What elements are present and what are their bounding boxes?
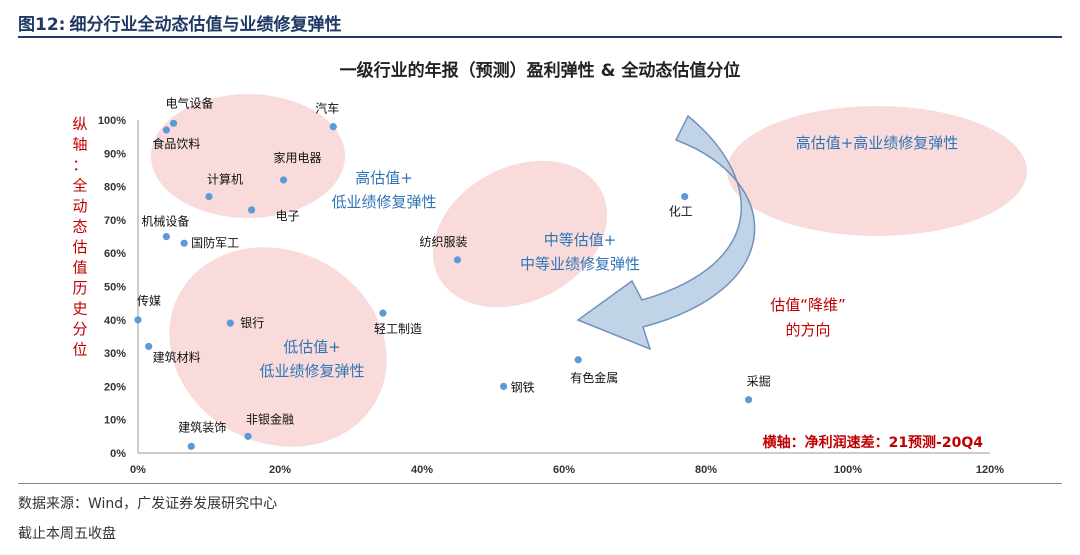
- figure-title: 图12: 细分行业全动态估值与业绩修复弹性: [18, 10, 341, 35]
- ellipse-low-low: [169, 247, 387, 447]
- data-point-label: 化工: [669, 205, 693, 219]
- data-point-label: 国防军工: [191, 235, 239, 250]
- data-point: [745, 396, 753, 404]
- data-point-label: 机械设备: [141, 214, 189, 229]
- data-point-label: 传媒: [137, 293, 161, 308]
- data-point-label: 电子: [276, 209, 300, 223]
- annotation-direction-1: 估值“降维”: [770, 296, 846, 314]
- y-axis-label-char: 估: [72, 238, 87, 256]
- data-point: [169, 119, 178, 127]
- data-point-label: 有色金属: [570, 370, 618, 385]
- data-point: [180, 239, 188, 247]
- y-axis-label-char: 轴: [72, 136, 87, 154]
- y-tick-label: 100%: [98, 115, 126, 127]
- ellipse-layer: [151, 94, 1027, 447]
- direction-arrow: [576, 114, 756, 351]
- data-point-label: 银行: [240, 316, 264, 330]
- data-point: [187, 442, 195, 450]
- y-tick-label: 0%: [110, 448, 126, 460]
- annotation-direction-2: 的方向: [785, 321, 830, 339]
- figure-number: 图12:: [18, 15, 66, 35]
- x-tick-label: 120%: [976, 464, 1004, 476]
- data-point: [279, 176, 288, 184]
- ellipse-high-high: [727, 106, 1027, 236]
- y-axis-label-char: 位: [72, 341, 87, 359]
- data-point: [500, 382, 508, 390]
- data-point: [244, 432, 252, 440]
- figure-title-text: 细分行业全动态估值与业绩修复弹性: [69, 15, 342, 35]
- scatter-chart: 一级行业的年报（预测）盈利弹性 & 全动态估值分位 0% 10% 20% 30% 40%…: [72, 60, 1027, 476]
- y-tick-label: 40%: [104, 315, 126, 327]
- data-point: [453, 256, 462, 264]
- x-tick-label: 20%: [269, 464, 291, 476]
- y-tick-labels: 0% 10% 20% 30% 40% 50% 60% 70% 80% 90% 100%: [98, 115, 126, 460]
- y-tick-label: 10%: [104, 415, 126, 427]
- x-tick-labels: 0% 20% 40% 60% 80% 100% 120%: [130, 464, 1004, 476]
- data-source: 数据来源：Wind，广发证券发展研究中心: [18, 496, 278, 512]
- x-tick-label: 60%: [553, 464, 575, 476]
- y-tick-label: 80%: [104, 182, 126, 194]
- data-point-label: 电气设备: [166, 95, 214, 110]
- data-point-label: 建筑装饰: [178, 419, 226, 434]
- chart-title: 一级行业的年报（预测）盈利弹性 & 全动态估值分位: [340, 60, 741, 81]
- data-point: [329, 123, 337, 131]
- data-point: [162, 126, 170, 134]
- data-point: [145, 342, 153, 351]
- y-axis-label-char: 分: [72, 320, 87, 338]
- y-tick-label: 20%: [104, 381, 126, 393]
- y-tick-label: 50%: [104, 282, 126, 294]
- y-axis-label-char: 历: [72, 279, 87, 297]
- y-axis-label-char: 动: [72, 197, 87, 215]
- x-tick-label: 80%: [695, 464, 717, 476]
- annotation-low-low-2: 低业绩修复弹性: [259, 362, 364, 380]
- data-point-label: 采掘: [747, 374, 771, 389]
- data-point-label: 食品饮料: [152, 136, 200, 151]
- annotation-high-low-2: 低业绩修复弹性: [331, 193, 436, 211]
- y-tick-label: 30%: [104, 348, 126, 360]
- annotation-mid-2: 中等业绩修复弹性: [520, 255, 640, 273]
- data-point-label: 纺织服装: [420, 235, 468, 249]
- data-point-label: 非银金融: [246, 411, 294, 426]
- x-tick-label: 100%: [834, 464, 862, 476]
- data-point: [205, 192, 213, 201]
- data-point: [134, 316, 142, 324]
- data-point: [162, 232, 170, 241]
- cutoff-note: 截止本周五收盘: [18, 526, 116, 542]
- y-axis-label-char: ：: [72, 156, 87, 174]
- annotation-low-low-1: 低估值+: [283, 338, 341, 356]
- ellipse-high-low: [151, 94, 345, 218]
- data-point: [574, 356, 582, 364]
- annotation-mid-1: 中等估值+: [544, 231, 617, 249]
- y-axis-label-char: 史: [72, 300, 87, 318]
- data-point: [226, 319, 234, 327]
- data-point-label: 建筑材料: [153, 349, 201, 364]
- y-tick-label: 70%: [104, 215, 126, 227]
- x-axis-label: 横轴：净利润速差：21预测-20Q4: [763, 434, 984, 451]
- y-axis-label-char: 值: [72, 259, 87, 277]
- bottom-divider: [18, 483, 1062, 484]
- annotation-high-high: 高估值+高业绩修复弹性: [796, 134, 959, 152]
- annotation-high-low-1: 高估值+: [355, 169, 413, 187]
- top-divider: [18, 36, 1062, 38]
- data-point: [681, 192, 689, 201]
- data-point-label: 家用电器: [274, 150, 322, 165]
- y-axis-label-char: 全: [72, 177, 87, 195]
- y-axis-label-char: 态: [72, 218, 87, 236]
- data-point: [248, 206, 256, 214]
- data-point-label: 钢铁: [511, 380, 535, 394]
- data-point-label: 轻工制造: [374, 322, 422, 336]
- ellipse-mid-mid: [432, 160, 608, 308]
- y-tick-label: 60%: [104, 248, 126, 260]
- data-point: [379, 309, 387, 317]
- x-tick-label: 0%: [130, 464, 146, 476]
- x-tick-label: 40%: [411, 464, 433, 476]
- data-point-label: 计算机: [207, 172, 243, 187]
- y-axis-label-char: 纵: [72, 115, 87, 133]
- data-point-label: 汽车: [315, 101, 339, 116]
- y-tick-label: 90%: [104, 148, 126, 160]
